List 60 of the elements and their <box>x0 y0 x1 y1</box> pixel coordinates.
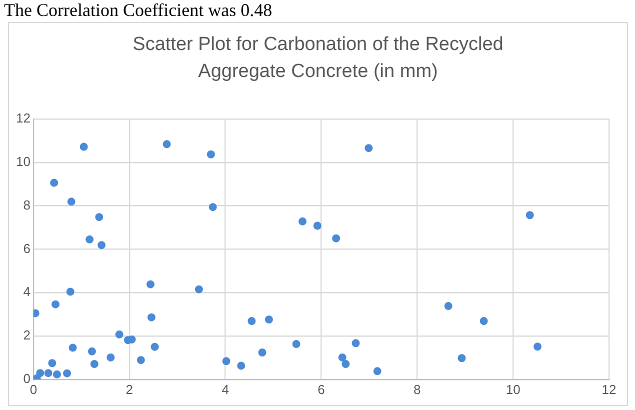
point <box>526 211 534 220</box>
point <box>237 362 246 370</box>
x-tick-label: 6 <box>318 382 325 397</box>
point <box>52 370 61 378</box>
point <box>248 317 256 326</box>
point <box>150 342 159 351</box>
y-tick-label: 6 <box>23 240 30 256</box>
point <box>36 369 44 378</box>
point <box>458 354 466 362</box>
point <box>90 360 98 368</box>
y-tick-label: 4 <box>23 284 30 300</box>
point <box>136 356 145 364</box>
point <box>342 360 350 368</box>
point <box>313 222 322 230</box>
point <box>88 347 96 356</box>
y-tick-label: 0 <box>23 370 30 386</box>
point <box>106 353 115 362</box>
point <box>146 280 154 288</box>
point <box>63 369 72 378</box>
point <box>115 330 124 338</box>
point <box>86 235 94 244</box>
y-tick-label: 10 <box>16 154 30 169</box>
point <box>162 140 171 148</box>
point <box>98 241 106 250</box>
point <box>80 142 88 151</box>
point <box>534 342 542 351</box>
y-tick-label: 2 <box>23 328 30 343</box>
point <box>208 203 217 212</box>
point <box>258 348 266 356</box>
point <box>222 357 230 366</box>
point <box>44 369 52 378</box>
x-tick-label: 12 <box>602 382 616 397</box>
point <box>66 288 74 296</box>
chart-title: Scatter Plot for Carbonation of the Recycled Aggregate Concrete (in mm) <box>132 33 504 84</box>
point <box>206 150 215 158</box>
text: The Correlation Coefficient was 0.48 <box>3 0 274 22</box>
point <box>68 344 77 352</box>
y-tick-label: 8 <box>23 197 30 212</box>
point <box>480 317 488 326</box>
point <box>338 353 346 362</box>
point <box>95 213 104 222</box>
point <box>194 285 203 294</box>
point <box>444 302 452 310</box>
x-tick-label: 10 <box>506 382 520 397</box>
point <box>298 217 307 226</box>
point <box>373 367 382 376</box>
point <box>147 313 156 322</box>
x-tick-label: 2 <box>126 382 133 397</box>
point <box>67 198 76 206</box>
y-tick-label: 12 <box>16 110 30 126</box>
point <box>352 339 360 348</box>
point <box>332 234 340 242</box>
point <box>48 359 56 368</box>
x-tick-label: 4 <box>222 382 229 397</box>
point <box>50 178 58 187</box>
point <box>264 316 273 324</box>
point <box>364 144 373 152</box>
point <box>52 300 60 308</box>
point <box>292 340 300 348</box>
x-tick-label: 8 <box>414 382 421 397</box>
